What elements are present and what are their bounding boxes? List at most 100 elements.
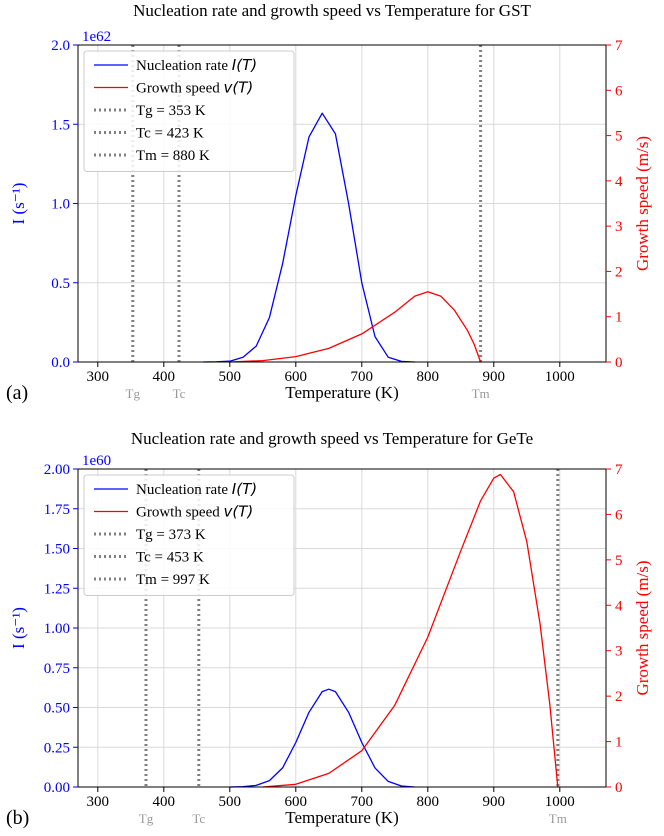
- left-y-ticks: 0.00 0.25 0.50 0.75 1.00 1.25 1.50 1.75 2.00: [44, 462, 78, 796]
- left-y-tick-label: 0.50: [44, 701, 70, 717]
- legend: Nucleation rate I(T) Growth speed v(T) Tg …: [83, 474, 295, 596]
- x-tick-label: 600: [285, 369, 308, 385]
- legend-label: Tg = 373 K: [136, 527, 206, 543]
- left-y-tick-label: 0.00: [44, 780, 70, 796]
- reference-line-label: Tm: [472, 386, 490, 401]
- x-axis-label: Temperature (K): [285, 383, 399, 402]
- right-y-tick-label: 0: [615, 355, 623, 371]
- reference-line-label: Tc: [173, 386, 186, 401]
- panel-label: (b): [6, 807, 29, 829]
- legend-label: Nucleation rate I(T): [136, 56, 257, 74]
- growth-speed-line: [262, 473, 559, 788]
- x-tick-label: 300: [87, 794, 110, 810]
- x-tick-label: 600: [285, 794, 308, 810]
- left-y-ticks: 0.0 0.5 1.0 1.5 2.0: [51, 38, 78, 371]
- right-y-ticks: 0 1 2 3 4 5 6 7: [606, 38, 623, 371]
- x-tick-label: 300: [87, 369, 110, 385]
- growth-speed-line: [229, 291, 482, 363]
- legend-label: Nucleation rate I(T): [136, 480, 257, 498]
- right-y-tick-label: 4: [615, 598, 623, 614]
- legend-label: Growth speed v(T): [136, 79, 253, 97]
- x-tick-label: 900: [483, 794, 506, 810]
- left-y-axis-label: I (s⁻¹): [9, 607, 28, 649]
- x-tick-label: 900: [483, 369, 506, 385]
- x-tick-label: 800: [417, 369, 440, 385]
- right-y-tick-label: 5: [615, 129, 623, 145]
- right-y-tick-label: 0: [615, 780, 623, 796]
- panel-label: (a): [6, 382, 28, 404]
- right-y-axis-label: Growth speed (m/s): [633, 136, 652, 271]
- x-tick-label: 1000: [545, 794, 575, 810]
- chart-panel-b: Nucleation rate and growth speed vs Temp…: [6, 429, 652, 829]
- left-y-tick-label: 0.75: [44, 661, 70, 677]
- x-ticks: 300 400 500 600 700 800 900 1000: [87, 362, 575, 385]
- x-axis-label: Temperature (K): [285, 808, 399, 827]
- right-y-tick-label: 7: [615, 462, 623, 478]
- legend-label-symbol: v(T): [223, 79, 253, 97]
- legend-entries: Nucleation rate I(T) Growth speed v(T) Tg …: [94, 56, 257, 164]
- legend-label-symbol: I(T): [232, 56, 257, 74]
- legend-label: Growth speed v(T): [136, 503, 253, 521]
- nucleation-rate-line: [229, 688, 415, 788]
- reference-lines: [144, 469, 560, 787]
- reference-line-label: Tg: [126, 386, 141, 401]
- left-y-tick-label: 2.0: [51, 38, 70, 54]
- right-y-tick-label: 2: [615, 689, 623, 705]
- right-y-tick-label: 3: [615, 219, 623, 235]
- right-y-tick-label: 6: [615, 507, 623, 523]
- right-y-tick-label: 1: [615, 735, 623, 751]
- left-y-tick-label: 0.25: [44, 740, 70, 756]
- right-y-tick-label: 7: [615, 38, 623, 54]
- reference-line-labels: Tg Tc Tm: [126, 386, 490, 401]
- left-y-tick-label: 2.00: [44, 462, 70, 478]
- right-y-tick-label: 5: [615, 553, 623, 569]
- series-lines: [203, 112, 482, 363]
- x-tick-label: 800: [417, 794, 440, 810]
- x-tick-label: 400: [153, 794, 176, 810]
- legend-label-text: Growth speed: [136, 81, 223, 97]
- legend-label-text: Nucleation rate: [136, 58, 232, 74]
- legend-label-text: Growth speed: [136, 505, 223, 521]
- right-y-tick-label: 2: [615, 264, 623, 280]
- left-y-tick-label: 0.0: [51, 355, 70, 371]
- left-y-tick-label: 1.0: [51, 197, 70, 213]
- left-y-tick-label: 1.25: [44, 581, 70, 597]
- legend-label: Tg = 353 K: [136, 103, 206, 119]
- left-y-tick-label: 1.75: [44, 502, 70, 518]
- left-y-tick-label: 1.5: [51, 117, 70, 133]
- right-y-tick-label: 3: [615, 644, 623, 660]
- x-tick-label: 500: [219, 794, 242, 810]
- series-lines: [229, 473, 559, 788]
- left-axis-offset-text: 1e62: [82, 29, 111, 45]
- legend-label: Tm = 880 K: [136, 148, 210, 164]
- legend-box: [83, 50, 295, 172]
- legend: Nucleation rate I(T) Growth speed v(T) Tg …: [83, 50, 295, 172]
- right-y-tick-label: 1: [615, 310, 623, 326]
- x-tick-label: 700: [351, 369, 374, 385]
- left-axis-offset-text: 1e60: [82, 453, 111, 469]
- left-y-tick-label: 1.00: [44, 621, 70, 637]
- legend-label-symbol: v(T): [223, 503, 253, 521]
- right-y-ticks: 0 1 2 3 4 5 6 7: [606, 462, 623, 796]
- reference-line-labels: Tg Tc Tm: [139, 811, 567, 826]
- nucleation-rate-line: [203, 112, 415, 363]
- reference-line-label: Tm: [549, 811, 567, 826]
- left-y-tick-label: 1.50: [44, 542, 70, 558]
- chart-title: Nucleation rate and growth speed vs Temp…: [133, 1, 531, 20]
- x-tick-label: 500: [219, 369, 242, 385]
- legend-label: Tc = 453 K: [136, 550, 204, 566]
- right-y-axis-label: Growth speed (m/s): [633, 560, 652, 695]
- legend-label: Tc = 423 K: [136, 126, 204, 142]
- x-tick-label: 400: [153, 369, 176, 385]
- x-tick-label: 1000: [545, 369, 575, 385]
- reference-line-label: Tg: [139, 811, 154, 826]
- x-ticks: 300 400 500 600 700 800 900 1000: [87, 787, 575, 810]
- legend-label-text: Nucleation rate: [136, 482, 232, 498]
- right-y-tick-label: 4: [615, 174, 623, 190]
- legend-label: Tm = 997 K: [136, 572, 210, 588]
- reference-line-label: Tc: [192, 811, 205, 826]
- chart-panel-a: Nucleation rate and growth speed vs Temp…: [6, 1, 652, 404]
- x-tick-label: 700: [351, 794, 374, 810]
- left-y-axis-label: I (s⁻¹): [9, 183, 28, 225]
